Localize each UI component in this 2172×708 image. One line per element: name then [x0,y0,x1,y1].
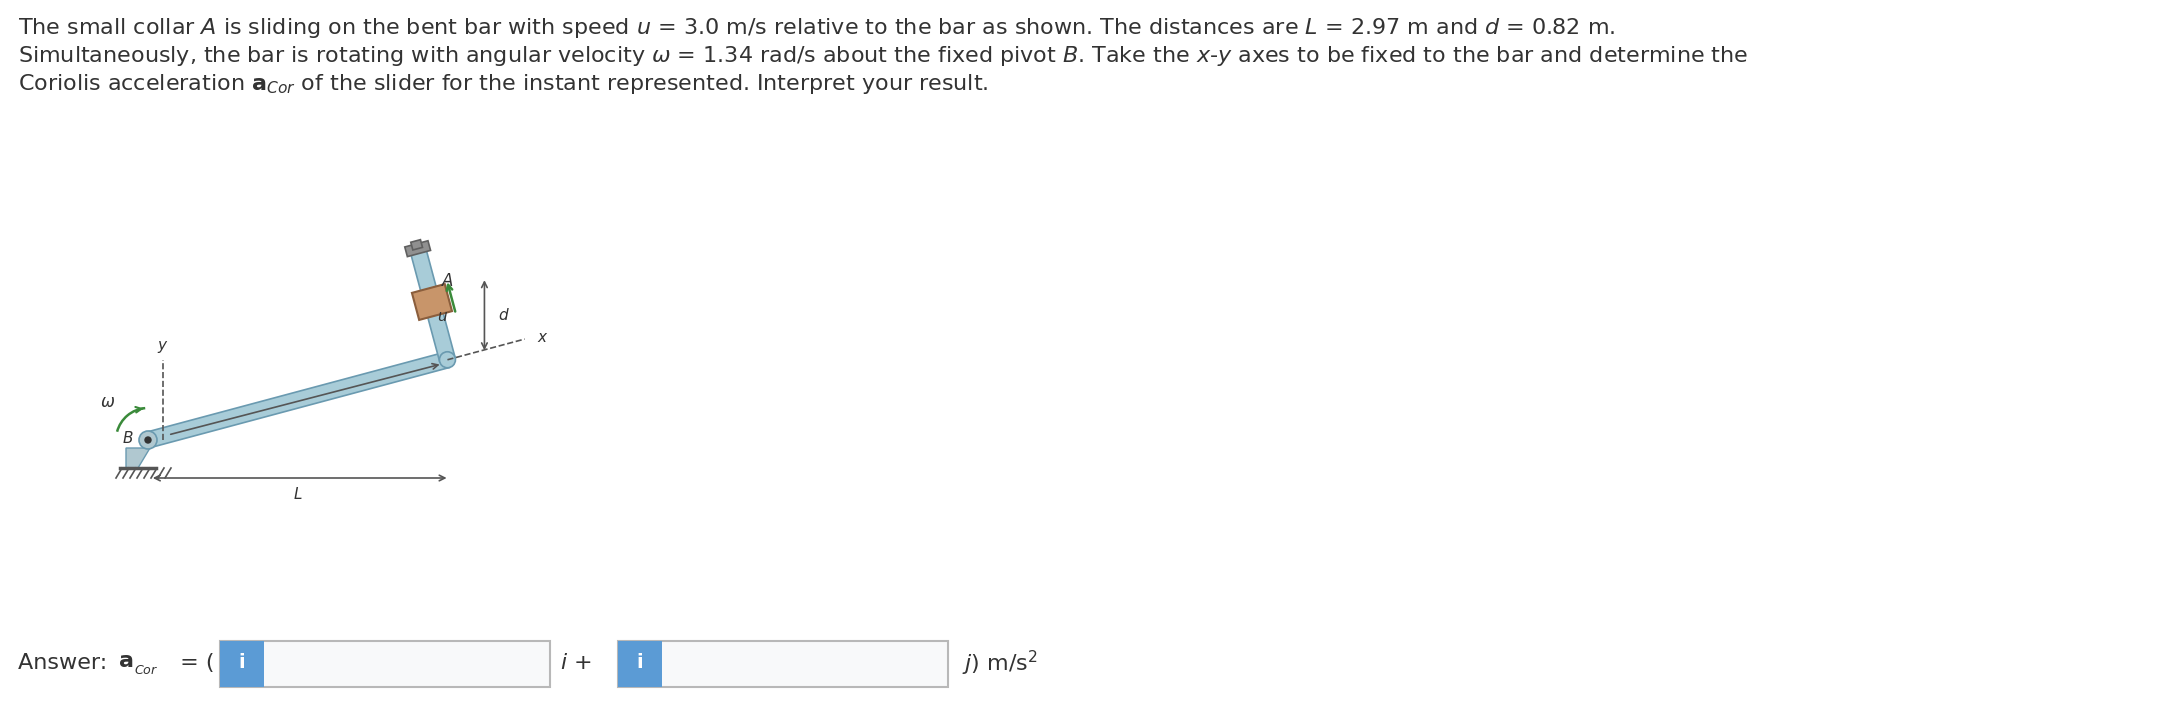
Text: $j$) m/s$^2$: $j$) m/s$^2$ [962,649,1038,678]
Polygon shape [126,448,150,468]
Polygon shape [411,240,424,250]
Circle shape [139,431,156,449]
Text: $y$: $y$ [156,339,169,355]
Text: i: i [239,653,245,673]
Text: $B$: $B$ [122,430,135,446]
Text: = (: = ( [174,653,215,673]
Text: The small collar $A$ is sliding on the bent bar with speed $u$ = 3.0 m/s relativ: The small collar $A$ is sliding on the b… [17,16,1616,40]
FancyBboxPatch shape [219,641,550,687]
Text: $x$: $x$ [536,329,547,345]
Text: $_{Cor}$: $_{Cor}$ [135,659,159,677]
Text: $\omega$: $\omega$ [100,393,115,411]
Text: $i$ +: $i$ + [560,653,591,673]
Polygon shape [413,284,452,320]
Polygon shape [404,241,430,256]
Text: A: A [443,271,454,290]
Text: $L$: $L$ [293,486,302,502]
Text: $u$: $u$ [437,309,447,324]
Circle shape [146,437,152,443]
Text: Answer:: Answer: [17,653,115,673]
Polygon shape [146,352,450,447]
Bar [619,641,662,687]
Text: Coriolis acceleration $\mathbf{a}_{Cor}$ of the slider for the instant represent: Coriolis acceleration $\mathbf{a}_{Cor}$… [17,72,988,96]
Text: i: i [636,653,643,673]
Polygon shape [411,246,456,362]
FancyBboxPatch shape [619,641,947,687]
Text: Simultaneously, the bar is rotating with angular velocity $\omega$ = 1.34 rad/s : Simultaneously, the bar is rotating with… [17,44,1748,68]
Text: $d$: $d$ [497,307,510,324]
Bar [219,641,265,687]
Text: $\mathbf{a}$: $\mathbf{a}$ [117,651,132,671]
Circle shape [439,352,456,367]
